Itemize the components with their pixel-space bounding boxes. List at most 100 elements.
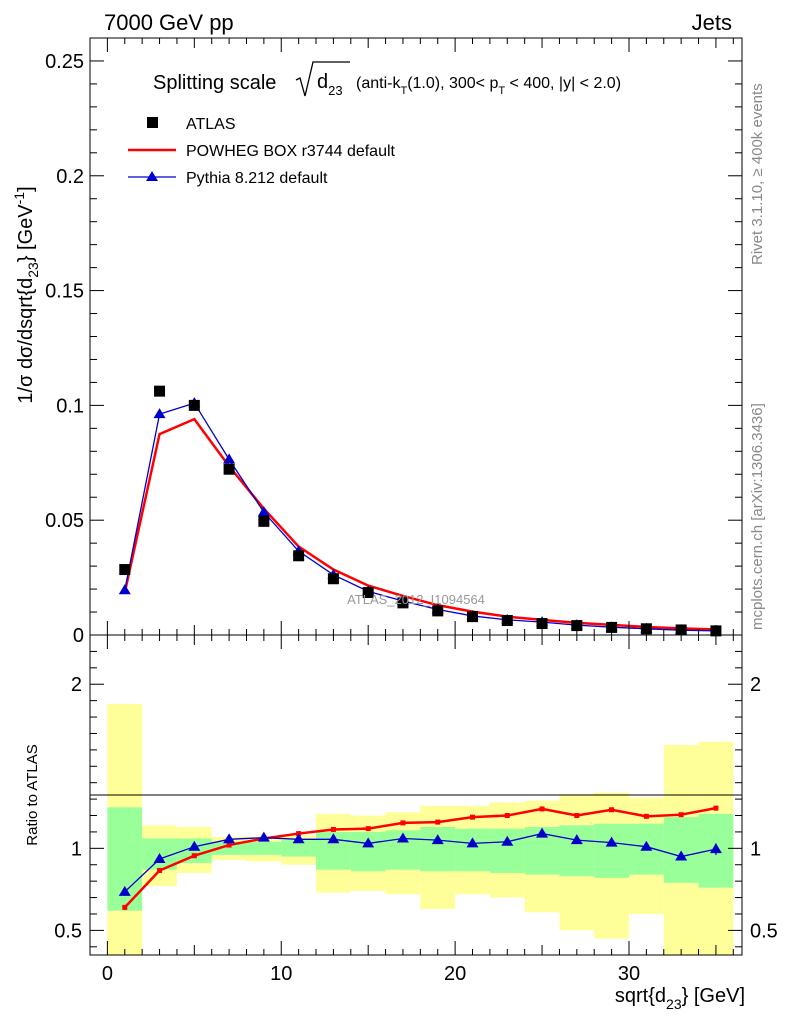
analysis-watermark: ATLAS_2012_I1094564 <box>347 592 485 607</box>
powheg-ratio-line <box>123 806 717 909</box>
title-sub-t2: T <box>498 85 505 97</box>
pythia-ratio-point <box>501 835 514 846</box>
ratio-frame <box>89 634 743 956</box>
mcplots-label: mcplots.cern.ch [arXiv:1306.3436] <box>749 403 766 630</box>
ratio-y-tick-label-right: 1 <box>750 838 761 860</box>
pythia-ratio-point <box>223 833 236 844</box>
atlas-point <box>258 515 270 527</box>
legend-label-atlas: ATLAS <box>186 116 236 133</box>
main-y-axis-label: 1/σ dσ/dsqrt{d23} [GeV-1] <box>11 186 41 403</box>
atlas-point <box>188 399 200 411</box>
title-part3: < 400, |y| < 2.0) <box>505 75 621 92</box>
title-part2: (1.0), 300< p <box>407 75 498 92</box>
powheg-ratio-point <box>470 814 476 820</box>
pythia-ratio-point <box>431 834 444 845</box>
x-tick-label: 20 <box>444 963 466 985</box>
atlas-point <box>432 605 444 617</box>
atlas-point <box>571 620 583 632</box>
main-y-tick-label: 0.25 <box>45 51 84 73</box>
title-sub-t1: T <box>400 85 407 97</box>
uncertainty-band-1sigma <box>281 840 317 857</box>
powheg-ratio-point <box>191 853 197 859</box>
powheg-ratio-point <box>330 826 336 832</box>
uncertainty-band-1sigma <box>489 828 525 873</box>
pythia-ratio-line <box>124 832 717 893</box>
pythia-ratio-point <box>605 836 618 847</box>
legend-label-pythia: Pythia 8.212 default <box>186 170 328 187</box>
title-part1: (anti-k <box>356 75 401 92</box>
pythia-ratio-point <box>118 885 131 896</box>
pythia-point <box>223 453 236 464</box>
x-tick-label: 10 <box>270 963 292 985</box>
pythia-ratio-point <box>153 853 166 863</box>
svg-text:d23: d23 <box>317 71 343 98</box>
ratio-y-tick-label: 0.5 <box>54 920 82 942</box>
atlas-point <box>467 611 479 623</box>
atlas-point <box>501 615 513 627</box>
powheg-ratio-point <box>226 842 232 848</box>
svg-text:Splitting scale: Splitting scale <box>153 72 276 94</box>
pythia-ratio-point <box>640 840 653 851</box>
uncertainty-band-1sigma <box>246 841 282 855</box>
atlas-point <box>362 587 374 599</box>
atlas-point <box>327 573 339 585</box>
title-sqrt-var: d <box>317 71 328 93</box>
atlas-point <box>154 385 166 397</box>
powheg-ratio-point <box>609 807 615 813</box>
uncertainty-band-1sigma <box>663 817 699 883</box>
ratio-y-tick-label-right: 2 <box>750 674 761 696</box>
pythia-line <box>124 402 716 632</box>
powheg-ratio-point <box>157 867 163 873</box>
pythia-ratio-point <box>362 837 375 848</box>
category-label: Jets <box>692 10 732 35</box>
x-tick-label: 30 <box>618 963 640 985</box>
uncertainty-band-1sigma <box>455 828 490 872</box>
atlas-point <box>536 618 548 630</box>
pythia-point <box>153 408 166 419</box>
uncertainty-band-1sigma <box>594 823 629 878</box>
powheg-ratio-point <box>365 826 371 832</box>
powheg-ratio-point <box>504 813 510 819</box>
ratio-y-tick-label: 2 <box>71 674 82 696</box>
powheg-ratio-point <box>400 820 406 826</box>
main-y-tick-label: 0.15 <box>45 281 84 303</box>
pythia-ratio-point <box>188 840 201 851</box>
uncertainty-band-1sigma <box>211 841 247 855</box>
main-y-tick-label: 0.2 <box>56 166 84 188</box>
plot-title: Splitting scale d23 (anti-kT(1.0), 300< … <box>153 61 621 98</box>
ratio-panel: 0.5 0.51 12 20 10 20 30 Ratio to ATLAS sqrt{d2… <box>24 634 778 1012</box>
powheg-ratio-point <box>713 805 719 811</box>
pythia-ratio-point <box>292 833 305 844</box>
rivet-label: Rivet 3.1.10, ≥ 400k events <box>749 83 766 265</box>
svg-text:(anti-kT(1.0), 300< pT < 400,: (anti-kT(1.0), 300< pT < 400, |y| < 2.0) <box>356 75 621 97</box>
legend-label-powheg: POWHEG BOX r3744 default <box>186 143 396 160</box>
ratio-y-tick-label-right: 0.5 <box>750 920 778 942</box>
main-y-tick-label: 0.05 <box>45 510 84 532</box>
atlas-point <box>293 550 305 562</box>
main-panel: 00.050.10.150.20.25 ATLAS_2012_I1094564 … <box>11 37 743 647</box>
title-prefix: Splitting scale <box>153 72 276 94</box>
powheg-ratio-point <box>643 813 649 819</box>
pythia-point <box>118 584 131 595</box>
powheg-ratio-point <box>435 819 441 825</box>
atlas-point <box>397 597 409 609</box>
ratio-y-tick-label: 1 <box>71 838 82 860</box>
x-axis-label: sqrt{d23} [GeV] <box>615 985 745 1012</box>
x-tick-label: 0 <box>102 963 113 985</box>
legend: ATLAS POWHEG BOX r3744 default Pythia 8.… <box>128 116 396 187</box>
atlas-point <box>606 621 618 633</box>
atlas-point <box>119 564 131 576</box>
pythia-ratio-point <box>327 833 340 844</box>
powheg-line <box>123 417 716 631</box>
powheg-ratio-point <box>122 904 128 910</box>
uncertainty-band-1sigma <box>559 825 595 877</box>
legend-marker-pythia <box>146 171 158 181</box>
pythia-ratio-point <box>536 827 549 838</box>
pythia-ratio-point <box>466 837 479 848</box>
powheg-ratio-point <box>539 806 545 812</box>
main-y-tick-label: 0.1 <box>56 395 84 417</box>
pythia-ratio-point <box>570 834 583 845</box>
sqrt-symbol <box>295 61 350 97</box>
atlas-point <box>640 623 652 635</box>
